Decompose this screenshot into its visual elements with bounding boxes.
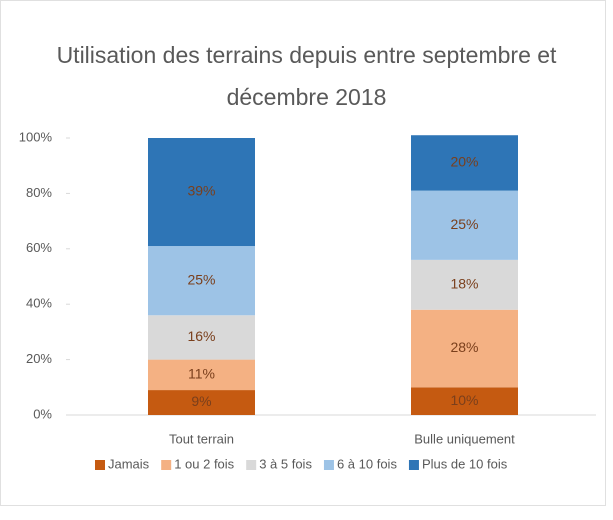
bar-segment [148, 315, 255, 360]
bar-segment [411, 190, 518, 260]
y-tick-label: 100% [19, 129, 53, 144]
bar-segment [411, 309, 518, 388]
legend-label: Plus de 10 fois [422, 456, 508, 471]
data-label: 9% [191, 393, 211, 409]
legend-label: 1 ou 2 fois [174, 456, 234, 471]
bar-segment [148, 390, 255, 415]
data-label: 16% [187, 328, 215, 344]
y-tick-label: 60% [26, 240, 52, 255]
data-label: 25% [187, 271, 215, 287]
data-label: 20% [450, 154, 478, 170]
y-tick-label: 20% [26, 351, 52, 366]
chart-border [0, 0, 606, 506]
legend-swatch [323, 460, 334, 470]
legend-swatch [161, 460, 172, 470]
y-tick-label: 0% [33, 406, 52, 421]
y-tick-label: 40% [26, 296, 52, 311]
legend-label: Jamais [108, 456, 150, 471]
x-tick-label: Bulle uniquement [414, 431, 515, 446]
bar-segment [148, 246, 255, 316]
y-tick-label: 80% [26, 185, 52, 200]
bar-segment [411, 135, 518, 191]
data-label: 18% [450, 276, 478, 292]
data-label: 10% [450, 392, 478, 408]
data-label: 25% [450, 216, 478, 232]
data-label: 39% [187, 183, 215, 199]
legend-swatch [408, 460, 419, 470]
legend-label: 3 à 5 fois [259, 456, 312, 471]
legend-swatch [246, 460, 257, 470]
data-label: 28% [450, 339, 478, 355]
bar-segment [411, 259, 518, 310]
bar-segment [411, 387, 518, 415]
bar-segment [148, 359, 255, 391]
legend-swatch [95, 460, 105, 470]
bar-segment [148, 138, 255, 247]
data-label: 11% [188, 366, 215, 382]
legend-label: 6 à 10 fois [337, 456, 397, 471]
chart-title: Utilisation des terrains depuis entre se… [56, 42, 557, 110]
x-tick-label: Tout terrain [169, 431, 234, 446]
